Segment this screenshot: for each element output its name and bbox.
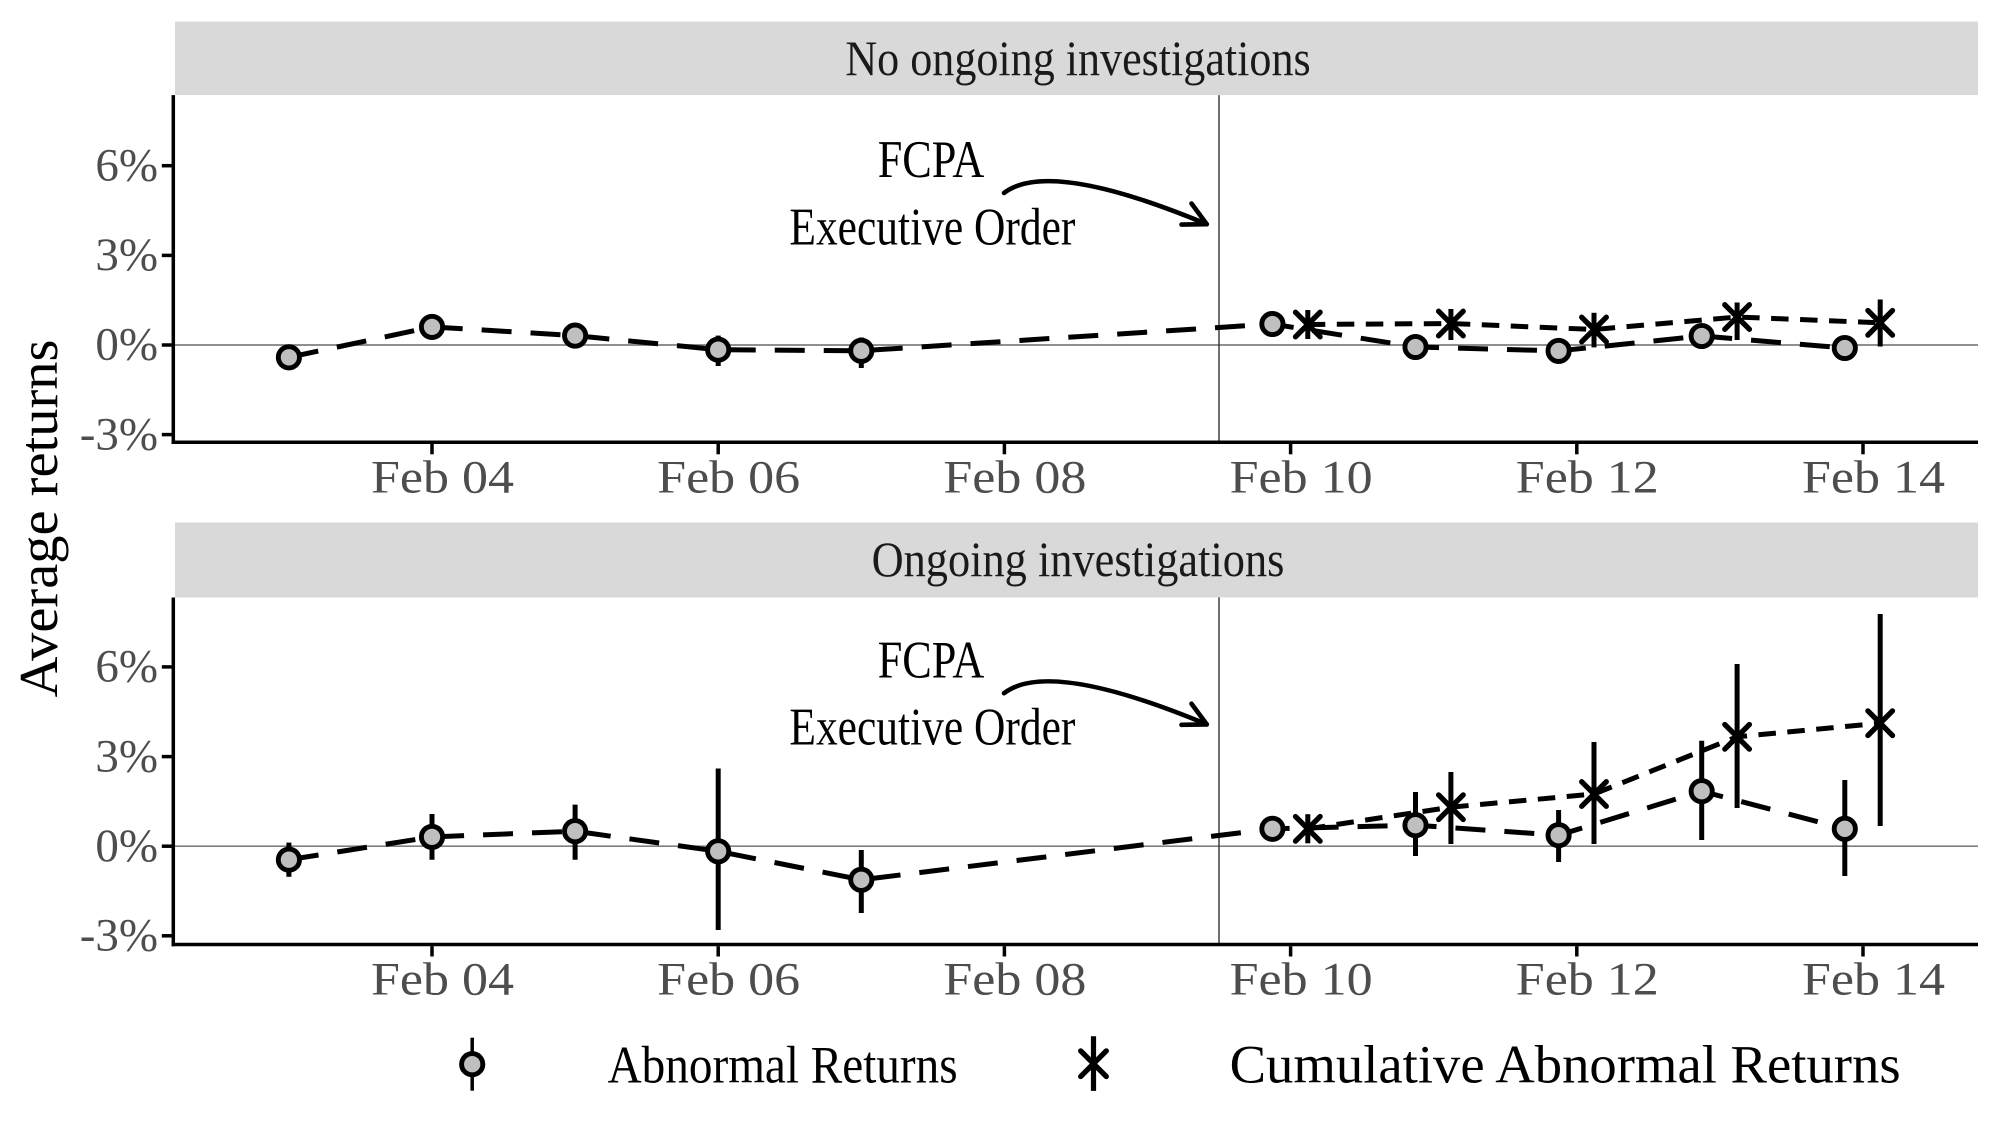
svg-text:0%: 0% [95,820,158,872]
svg-text:Feb 04: Feb 04 [371,451,514,503]
svg-text:Average returns: Average returns [8,340,69,698]
svg-text:Feb 14: Feb 14 [1802,954,1945,1006]
svg-text:0%: 0% [95,319,158,371]
svg-text:Feb 06: Feb 06 [657,451,800,503]
svg-text:Feb 10: Feb 10 [1230,451,1373,503]
svg-text:Feb 08: Feb 08 [943,451,1086,503]
svg-text:Feb 12: Feb 12 [1516,954,1659,1006]
svg-text:Feb 04: Feb 04 [371,954,514,1006]
svg-text:3%: 3% [95,730,158,782]
svg-text:Abnormal Returns: Abnormal Returns [608,1036,958,1094]
svg-text:-3%: -3% [80,408,158,460]
svg-text:Feb 14: Feb 14 [1802,451,1945,503]
svg-text:3%: 3% [95,229,158,281]
svg-text:Executive Order: Executive Order [789,198,1075,256]
svg-text:-3%: -3% [80,910,158,962]
svg-text:Ongoing investigations: Ongoing investigations [872,531,1285,587]
svg-text:Cumulative Abnormal Returns: Cumulative Abnormal Returns [1230,1033,1901,1094]
svg-text:Executive Order: Executive Order [789,699,1075,757]
svg-text:6%: 6% [95,139,158,191]
svg-text:FCPA: FCPA [878,631,985,689]
svg-text:Feb 06: Feb 06 [657,954,800,1006]
svg-text:Feb 08: Feb 08 [943,954,1086,1006]
svg-text:No ongoing investigations: No ongoing investigations [845,30,1310,86]
svg-text:FCPA: FCPA [878,131,985,189]
svg-text:Feb 10: Feb 10 [1230,954,1373,1006]
svg-text:6%: 6% [95,641,158,693]
svg-text:Feb 12: Feb 12 [1516,451,1659,503]
